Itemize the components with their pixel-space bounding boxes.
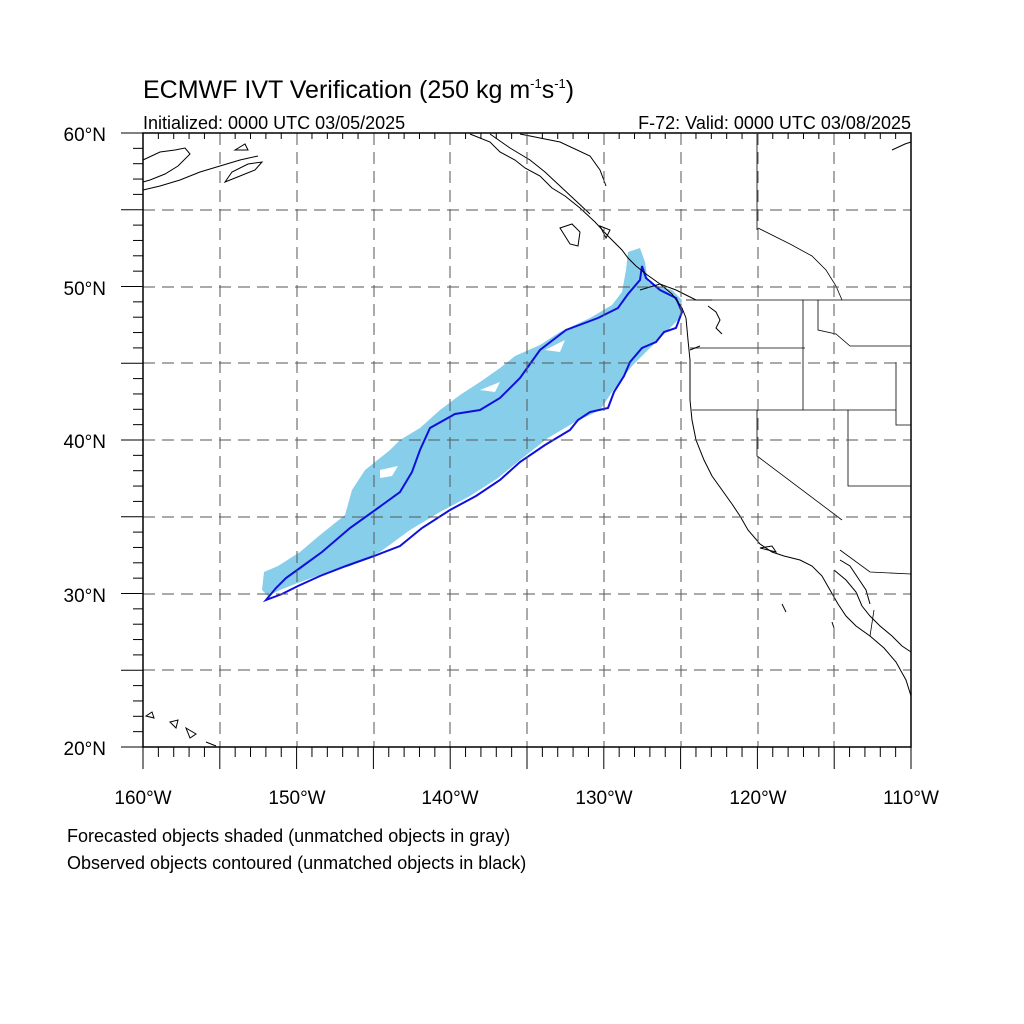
lon-axis-labels: 160°W 150°W 140°W 130°W 120°W 110°W <box>114 788 939 809</box>
footnote-forecast: Forecasted objects shaded (unmatched obj… <box>67 826 510 846</box>
observed-ivt-contour <box>262 265 684 603</box>
lat-label: 60°N <box>64 125 106 146</box>
axis-ticks <box>121 132 912 769</box>
lon-label: 160°W <box>114 788 171 809</box>
lat-label: 30°N <box>64 586 106 607</box>
forecast-ivt-object <box>262 248 682 596</box>
lon-label: 140°W <box>421 788 478 809</box>
lon-label: 110°W <box>883 788 939 809</box>
lon-label: 130°W <box>575 788 632 809</box>
lat-label: 40°N <box>64 432 106 453</box>
forecast-gap <box>545 340 565 352</box>
lat-label: 50°N <box>64 279 106 300</box>
lat-label: 20°N <box>64 739 106 760</box>
init-time-label: Initialized: 0000 UTC 03/05/2025 <box>143 113 405 133</box>
forecast-gap <box>480 382 500 392</box>
map-title: ECMWF IVT Verification (250 kg m-1s-1) <box>143 76 574 104</box>
lat-axis-labels: 60°N 50°N 40°N 30°N 20°N <box>64 125 106 760</box>
footnote-observed: Observed objects contoured (unmatched ob… <box>67 853 526 873</box>
lon-label: 120°W <box>729 788 786 809</box>
gridlines <box>143 133 911 747</box>
coastlines <box>142 133 912 747</box>
forecast-gap <box>380 466 398 478</box>
political-boundaries <box>686 134 912 637</box>
valid-time-label: F-72: Valid: 0000 UTC 03/08/2025 <box>638 113 911 133</box>
lon-label: 150°W <box>268 788 325 809</box>
